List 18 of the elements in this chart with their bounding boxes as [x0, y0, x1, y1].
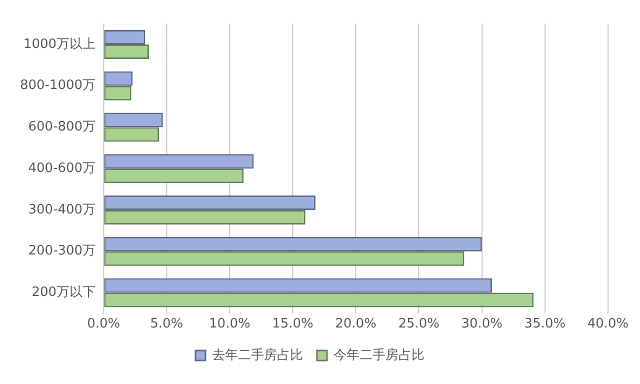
y-tick-label: 200-300万 [28, 244, 96, 259]
x-tick-label: 30.0% [461, 316, 503, 332]
x-tick-label: 20.0% [335, 316, 376, 332]
y-tick-label: 1000万以上 [23, 36, 96, 52]
legend-label: 去年二手房占比 [212, 346, 303, 363]
x-tick-label: 40.0% [587, 316, 629, 332]
x-tick-label: 10.0% [209, 316, 250, 332]
x-tick-label: 5.0% [150, 316, 184, 332]
x-tick-label: 0.0% [87, 316, 120, 332]
y-tick-label: 600-800万 [28, 120, 96, 135]
y-tick-label: 400-600万 [28, 160, 96, 176]
x-tick-label: 25.0% [398, 316, 440, 332]
y-tick-label: 200万以下 [32, 285, 96, 300]
y-tick-label: 300-400万 [28, 202, 96, 218]
x-tick-label: 35.0% [524, 316, 566, 332]
legend-label: 今年二手房占比 [334, 346, 424, 363]
x-tick-label: 15.0% [272, 316, 314, 332]
y-tick-label: 800-1000万 [20, 78, 96, 94]
